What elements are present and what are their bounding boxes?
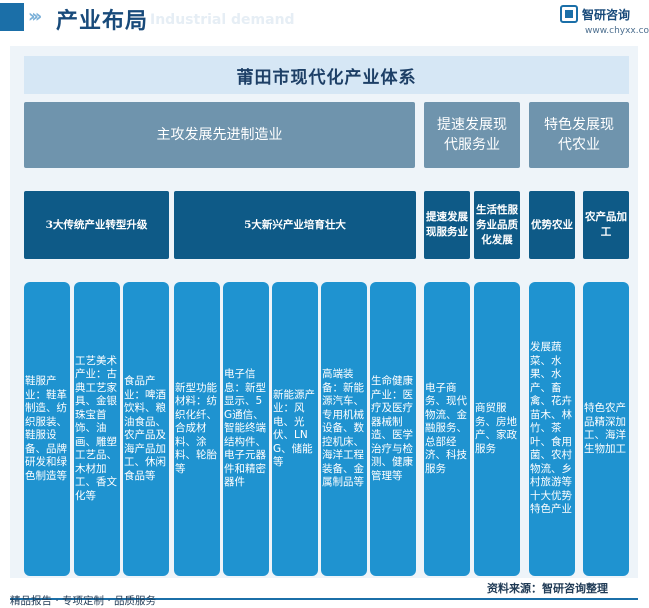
- column-advantage-agriculture: 发展蔬菜、水果、水产、畜禽、花卉苗木、林竹、茶叶、食用菌、农村物流、乡村旅游等十…: [529, 282, 575, 576]
- column-text: 新能源产业：风电、光伏、LNG、储能等: [273, 388, 315, 469]
- column-text: 电子商务、现代物流、金融服务、总部经济、科技服务: [425, 381, 467, 475]
- column-text: 生命健康产业：医疗及医疗器械制造、医学治疗与检测、健康管理等: [371, 375, 413, 482]
- column-text: 高端装备：新能源汽车、专用机械设备、数控机床、海洋工程装备、金属制品等: [322, 368, 364, 489]
- column-high-end-equipment: 高端装备：新能源汽车、专用机械设备、数控机床、海洋工程装备、金属制品等: [321, 282, 367, 576]
- column-consumer-services: 商贸服务、房地产、家政服务: [474, 282, 520, 576]
- header-accent-bar: [0, 3, 24, 31]
- column-new-energy: 新能源产业：风电、光伏、LNG、储能等: [272, 282, 318, 576]
- column-text: 发展蔬菜、水果、水产、畜禽、花卉苗木、林竹、茶叶、食用菌、农村物流、乡村旅游等十…: [530, 341, 572, 516]
- subcategory-advantage-agriculture: 优势农业: [529, 191, 575, 259]
- subcategory-traditional-industries: 3大传统产业转型升级: [24, 191, 169, 259]
- subcategory-agri-processing: 农产品加工: [583, 191, 629, 259]
- column-footwear-apparel: 鞋服产业：鞋革制造、纺织服装、鞋服设备、品牌研发和绿色制造等: [24, 282, 70, 576]
- footer-tagline: 精品报告 · 专项定制 · 品质服务: [10, 595, 157, 607]
- column-new-materials: 新型功能材料：纺织化纤、合成材料、涂料、轮胎等: [174, 282, 220, 576]
- chevron-icon: ›››: [28, 6, 42, 27]
- subcategory-producer-services: 提速发展现服务业: [424, 191, 470, 259]
- column-text: 电子信息：新型显示、5G通信、智能终端结构件、电子元器件和精密器件: [224, 368, 266, 489]
- source-note: 资料来源：智研咨询整理: [487, 582, 608, 595]
- column-life-health: 生命健康产业：医疗及医疗器械制造、医学治疗与检测、健康管理等: [370, 282, 416, 576]
- column-electronics: 电子信息：新型显示、5G通信、智能终端结构件、电子元器件和精密器件: [223, 282, 269, 576]
- category-modern-agriculture: 特色发展现代农业: [529, 102, 629, 168]
- column-text: 工艺美术产业：古典工艺家具、金银珠宝首饰、油画、雕塑工艺品、木材加工、香文化等: [75, 354, 117, 502]
- category-modern-services: 提速发展现代服务业: [424, 102, 520, 168]
- brand-name: 智研咨询: [582, 7, 631, 22]
- page-footer: 资料来源：智研咨询整理 精品报告 · 专项定制 · 品质服务: [0, 578, 649, 608]
- category-advanced-manufacturing: 主攻发展先进制造业: [24, 102, 415, 168]
- column-text: 商贸服务、房地产、家政服务: [475, 402, 517, 455]
- column-producer-services: 电子商务、现代物流、金融服务、总部经济、科技服务: [424, 282, 470, 576]
- footer-divider: [10, 598, 638, 600]
- column-food: 食品产业：啤酒饮料、粮油食品、农产品及海产品加工、休闲食品等: [123, 282, 169, 576]
- brand-logo-icon: [560, 5, 578, 23]
- subcategory-consumer-services: 生活性服务业品质化发展: [474, 191, 520, 259]
- page-header: ››› 产业布局 Industrial demand 智研咨询 www.chyx…: [0, 0, 649, 36]
- column-crafts: 工艺美术产业：古典工艺家具、金银珠宝首饰、油画、雕塑工艺品、木材加工、香文化等: [74, 282, 120, 576]
- column-agri-processing: 特色农产品精深加工、海洋生物加工: [583, 282, 629, 576]
- brand: 智研咨询: [560, 5, 630, 23]
- page-title: 产业布局: [56, 9, 149, 34]
- page-subtitle: Industrial demand: [150, 12, 295, 28]
- brand-url: www.chyxx.com: [585, 26, 649, 36]
- column-text: 特色农产品精深加工、海洋生物加工: [584, 402, 626, 455]
- column-text: 鞋服产业：鞋革制造、纺织服装、鞋服设备、品牌研发和绿色制造等: [25, 375, 67, 482]
- diagram-title: 莆田市现代化产业体系: [24, 56, 629, 94]
- subcategory-emerging-industries: 5大新兴产业培育壮大: [174, 191, 416, 259]
- column-text: 新型功能材料：纺织化纤、合成材料、涂料、轮胎等: [175, 381, 217, 475]
- column-text: 食品产业：啤酒饮料、粮油食品、农产品及海产品加工、休闲食品等: [124, 375, 166, 482]
